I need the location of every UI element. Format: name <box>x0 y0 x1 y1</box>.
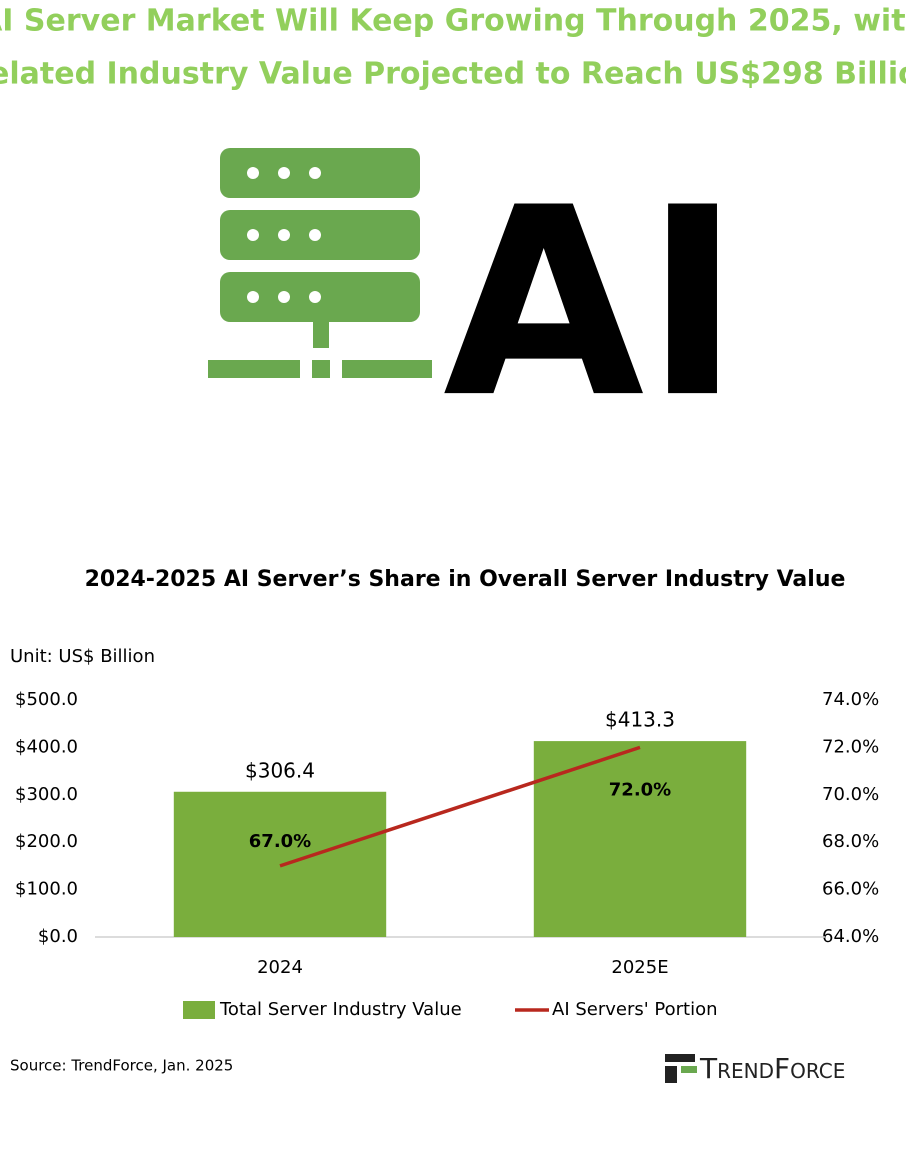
y-tick-label: $0.0 <box>38 926 78 947</box>
legend-swatch <box>183 1001 215 1019</box>
y2-tick-label: 72.0% <box>822 736 879 757</box>
y-tick-label: $100.0 <box>15 879 78 900</box>
line-value-label: 67.0% <box>249 831 311 852</box>
y2-tick-label: 70.0% <box>822 784 879 805</box>
y2-tick-label: 66.0% <box>822 879 879 900</box>
legend-label: AI Servers' Portion <box>552 999 718 1020</box>
y-tick-label: $400.0 <box>15 736 78 757</box>
source: Source: TrendForce, Jan. 2025 <box>10 1057 233 1075</box>
y-tick-label: $300.0 <box>15 784 78 805</box>
logo: TrendForce <box>665 1052 845 1085</box>
x-tick-label: 2024 <box>257 957 303 978</box>
line-value-label: 72.0% <box>609 779 671 800</box>
bar <box>533 741 747 937</box>
y2-tick-label: 74.0% <box>822 689 879 710</box>
y2-tick-label: 68.0% <box>822 831 879 852</box>
bar-value-label: $413.3 <box>605 708 675 732</box>
y-tick-label: $500.0 <box>15 689 78 710</box>
line <box>279 745 641 868</box>
y2-tick-label: 64.0% <box>822 926 879 947</box>
server-icon <box>208 148 432 378</box>
legend-label: Total Server Industry Value <box>219 999 462 1020</box>
x-tick-label: 2025E <box>611 957 668 978</box>
headline-line: Related Industry Value Projected to Reac… <box>0 57 906 92</box>
bar-value-label: $306.4 <box>245 758 315 782</box>
logo-text: TrendForce <box>699 1052 845 1085</box>
y-tick-label: $200.0 <box>15 831 78 852</box>
unit-label: Unit: US$ Billion <box>10 646 155 667</box>
chart-title: 2024-2025 AI Server’s Share in Overall S… <box>85 567 846 592</box>
headline-line: AI Server Market Will Keep Growing Throu… <box>0 4 906 39</box>
ai-icon-text: AI <box>443 153 741 455</box>
